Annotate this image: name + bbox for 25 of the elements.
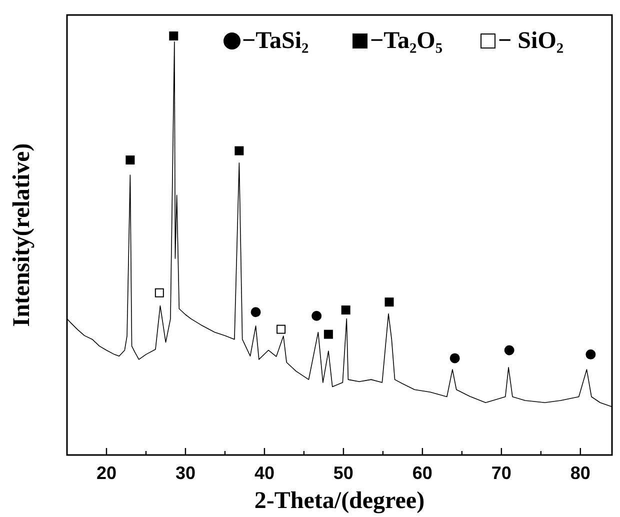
x-tick-label: 30 (175, 463, 196, 483)
point (169, 31, 178, 40)
point (341, 306, 350, 315)
legend-label: − SiO₂ (498, 28, 564, 54)
y-axis-title: Intensity(relative) (9, 143, 35, 327)
x-tick-label: 80 (570, 463, 590, 483)
x-tick-label: 60 (412, 463, 432, 483)
x-tick-label: 70 (491, 463, 512, 483)
point (250, 307, 261, 318)
point (312, 310, 322, 321)
point (504, 345, 514, 356)
point (154, 288, 164, 298)
legend-label: −Ta₂O₅ (370, 28, 443, 54)
point (586, 349, 596, 360)
x-tick-label: 20 (96, 463, 117, 483)
point (384, 298, 394, 307)
point (450, 353, 460, 364)
point (276, 324, 286, 334)
x-tick-label: 50 (333, 463, 354, 483)
point (324, 330, 333, 339)
point (234, 146, 244, 156)
point (126, 155, 135, 164)
x-axis-title: 2-Theta/(degree) (254, 488, 425, 514)
legend-label: −TaSi₂ (242, 28, 309, 54)
x-tick-label: 40 (254, 463, 274, 483)
